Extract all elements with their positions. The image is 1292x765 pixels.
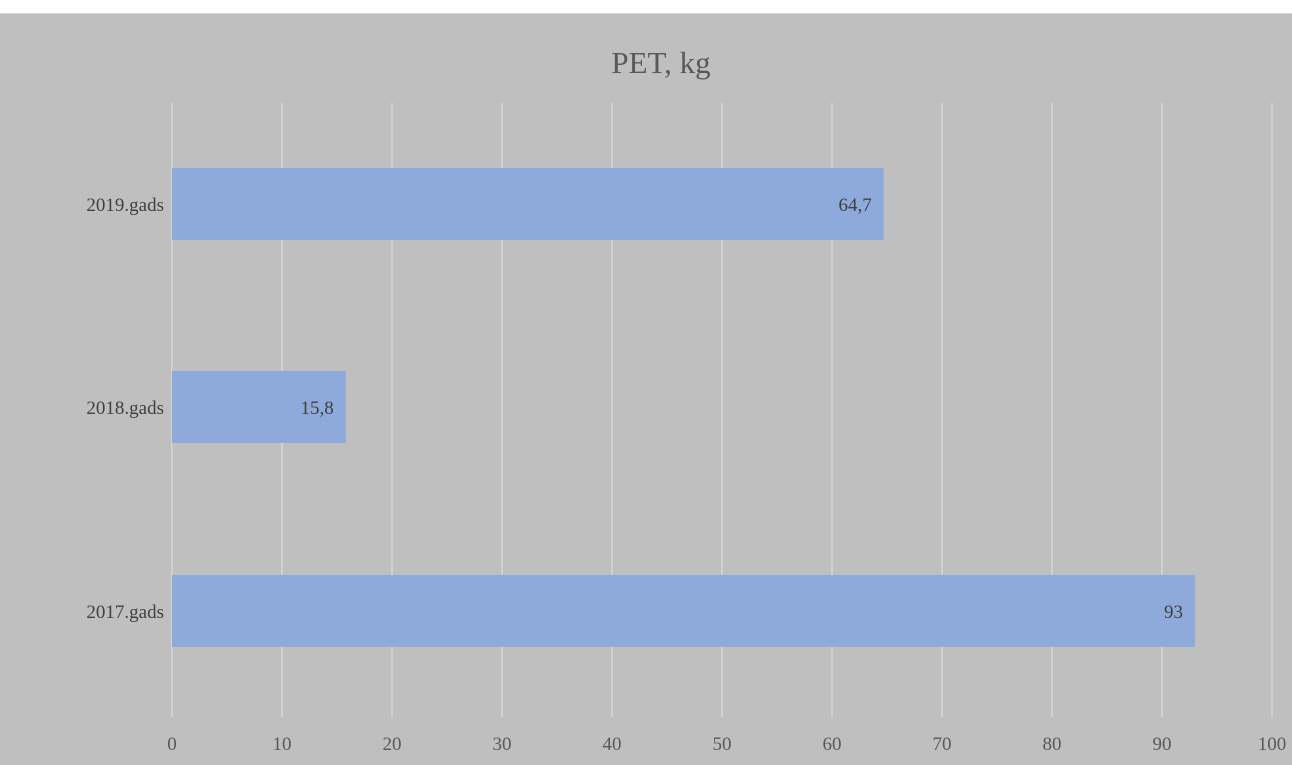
x-tick-label: 40 — [603, 734, 622, 755]
chart-title: PET, kg — [611, 45, 710, 80]
category-label: 2018.gads — [86, 398, 164, 419]
x-tick-label: 90 — [1153, 734, 1172, 755]
x-tick-label: 20 — [383, 734, 402, 755]
x-tick-label: 60 — [823, 734, 842, 755]
category-label: 2019.gads — [86, 195, 164, 216]
bar-2018-gads — [172, 371, 346, 443]
x-tick-label: 0 — [167, 734, 177, 755]
x-axis-tick-labels: 0 10 20 30 40 50 60 70 80 90 100 — [167, 734, 1286, 755]
bar-2019-gads — [172, 168, 884, 240]
x-tick-label: 50 — [713, 734, 732, 755]
data-label: 64,7 — [838, 195, 871, 216]
data-label: 15,8 — [301, 398, 334, 419]
x-tick-label: 30 — [493, 734, 512, 755]
x-tick-label: 100 — [1258, 734, 1287, 755]
x-tick-label: 10 — [273, 734, 292, 755]
category-labels: 2019.gads 2018.gads 2017.gads — [86, 195, 164, 623]
data-label: 93 — [1164, 602, 1183, 623]
x-tick-label: 80 — [1043, 734, 1062, 755]
category-label: 2017.gads — [86, 602, 164, 623]
bars: 64,7 15,8 93 — [172, 168, 1195, 647]
bar-2017-gads — [172, 575, 1195, 647]
x-tick-label: 70 — [933, 734, 952, 755]
